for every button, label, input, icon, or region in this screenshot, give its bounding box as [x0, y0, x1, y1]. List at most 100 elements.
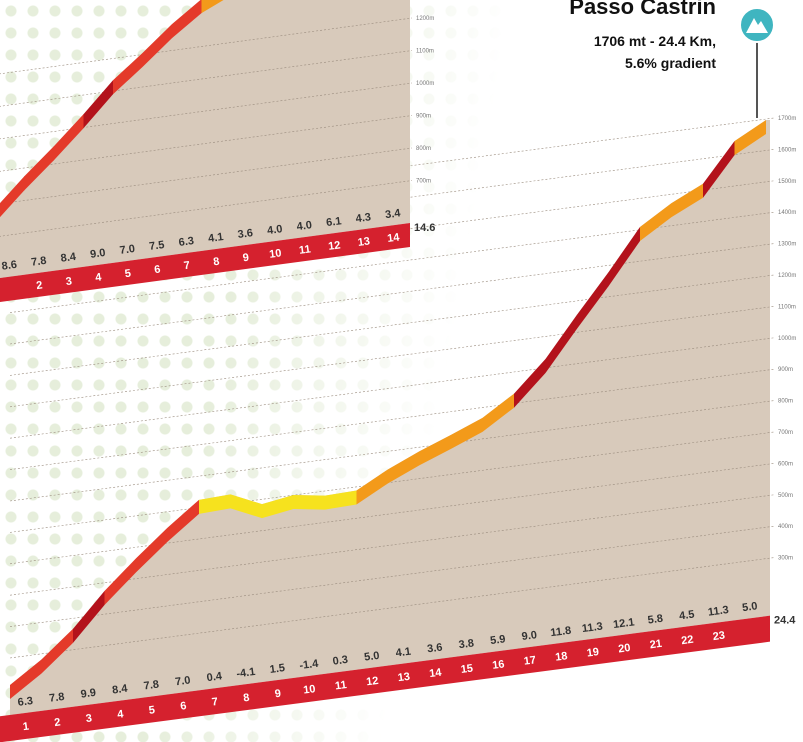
altitude-label: 1300m [778, 242, 796, 248]
gradient-segment [142, 24, 172, 68]
km-label: 14 [387, 231, 402, 245]
km-label: 21 [649, 638, 663, 651]
km-band [0, 223, 410, 302]
km-label: 1 [22, 721, 30, 734]
gradient-segment [167, 499, 199, 542]
altitude-label: 1700m [778, 116, 796, 122]
altitude-label: 1000m [416, 81, 434, 87]
altitude-label: 700m [416, 179, 431, 185]
altitude-line [9, 368, 775, 470]
km-label: 7 [211, 696, 219, 709]
km-label: 8 [243, 692, 251, 705]
gradient-label: 7.8 [30, 255, 47, 269]
gradient-segment [293, 494, 325, 510]
km-label: 3 [65, 275, 73, 288]
km-label: 5 [148, 704, 156, 717]
gradient-segment [10, 659, 42, 699]
altitude-label: 1100m [778, 304, 796, 310]
altitude-label: 800m [778, 399, 793, 405]
altitude-line [9, 400, 775, 502]
altitude-line [9, 243, 775, 345]
gradient-label: 6.3 [178, 235, 195, 249]
mountain-glyph [746, 18, 768, 33]
gradient-label: 3.6 [426, 641, 443, 655]
km-label: 10 [269, 247, 283, 261]
gradient-segment [608, 226, 640, 287]
altitude-label: 500m [778, 493, 793, 499]
altitude-label: 1000m [778, 336, 796, 342]
gradient-segment [640, 203, 672, 241]
gradient-segment [83, 80, 113, 129]
gradient-segment [482, 393, 514, 432]
km-label: 5 [124, 268, 132, 281]
altitude-label: 600m [778, 461, 793, 467]
gradient-label: 11.8 [550, 625, 572, 640]
altitude-label: 900m [778, 367, 793, 373]
gradient-segment [104, 558, 136, 606]
gradient-segment [577, 272, 609, 329]
gradient-segment [230, 494, 262, 519]
gradient-label: 5.9 [489, 633, 506, 647]
climb-detail: 5.6% gradient [625, 55, 716, 71]
altitude-label: 1200m [416, 16, 434, 22]
gradient-label: 6.3 [17, 695, 34, 709]
altitude-label: 300m [778, 556, 793, 562]
gradient-label: 8.4 [111, 683, 129, 697]
altitude-line [9, 557, 775, 659]
gradient-label: 11.3 [581, 621, 603, 636]
altitude-label: 1600m [778, 147, 796, 153]
gradient-label: 11.3 [707, 604, 729, 619]
gradient-segment [41, 628, 73, 674]
profile-body [10, 120, 770, 715]
gradient-segment [325, 490, 357, 510]
gradient-label: 4.5 [678, 609, 695, 623]
altitude-line [9, 306, 775, 408]
km-label: 3 [85, 712, 93, 725]
km-label: 6 [154, 264, 162, 277]
km-label: 2 [36, 279, 44, 292]
gradient-label: 5.8 [647, 613, 664, 627]
gradient-label: 5.0 [741, 600, 758, 614]
gradient-label: 9.0 [89, 247, 106, 261]
km-label: 8 [213, 256, 221, 269]
gradient-label: 4.0 [296, 219, 313, 233]
gradient-segment [734, 120, 766, 156]
gradient-segment [73, 591, 105, 643]
gradient-label: 6.1 [325, 215, 342, 229]
km-label: 12 [328, 239, 342, 253]
gradient-label: 4.3 [355, 211, 372, 225]
gradient-segment [199, 494, 231, 514]
km-label: 6 [180, 700, 188, 713]
gradient-label: -4.1 [236, 666, 256, 680]
km-label: 16 [492, 658, 506, 671]
altitude-label: 1400m [778, 210, 796, 216]
gradient-segment [201, 0, 224, 14]
gradient-segment [54, 114, 84, 161]
gradient-label: -1.4 [299, 658, 320, 672]
km-label: 20 [618, 642, 632, 655]
km-label: 2 [54, 716, 62, 729]
gradient-label: 7.0 [119, 243, 136, 257]
gradient-segment [671, 183, 703, 218]
gradient-segment [545, 314, 577, 373]
km-label: 17 [523, 654, 537, 667]
altitude-line [9, 494, 775, 596]
gradient-segment [514, 358, 546, 408]
gradient-label: 8.6 [1, 259, 18, 273]
gradient-segment [356, 469, 388, 505]
gradient-label: 3.6 [237, 227, 254, 241]
altitude-label: 1500m [778, 179, 796, 185]
km-label: 14 [429, 667, 444, 681]
gradient-segment [419, 434, 451, 466]
km-label: 11 [334, 679, 347, 692]
km-band [0, 615, 770, 742]
km-label: 9 [274, 688, 282, 701]
gradient-segment [451, 417, 483, 449]
gradient-label: 12.1 [612, 616, 635, 631]
climb-detail: 1706 mt - 24.4 Km, [594, 33, 716, 49]
altitude-label: 1100m [416, 49, 434, 55]
gradient-segment [113, 53, 143, 95]
profile-body [0, 0, 410, 279]
